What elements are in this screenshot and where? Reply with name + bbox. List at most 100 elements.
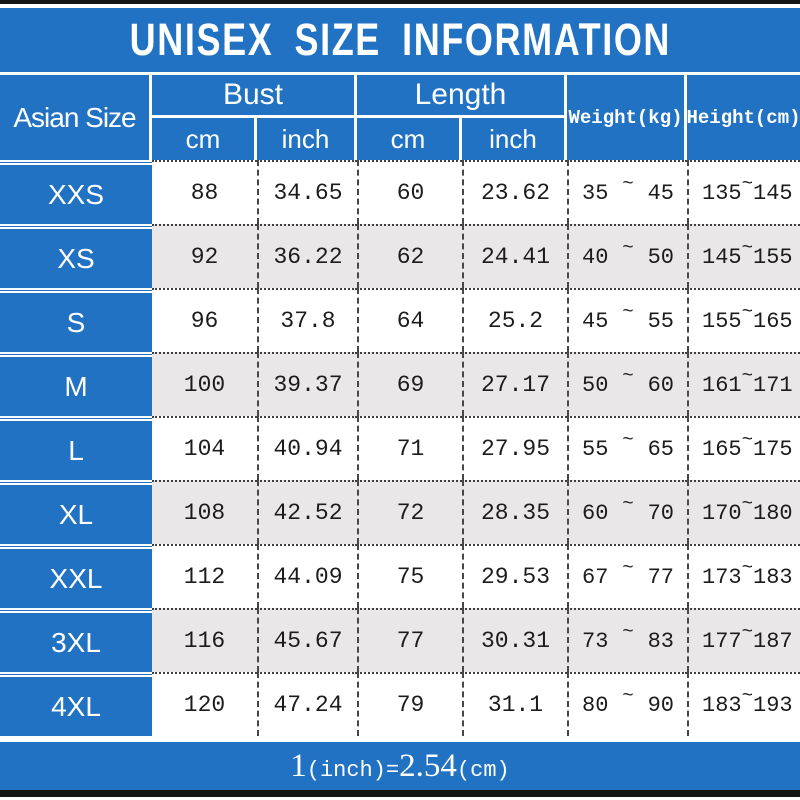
size-label: XXL: [0, 544, 152, 608]
height-min: 170: [702, 500, 742, 526]
footer-band: 1(inch)=2.54(cm): [0, 742, 800, 790]
height-range-cell: 177 ~ 187: [687, 608, 800, 672]
height-range-cell: 170 ~ 180: [687, 480, 800, 544]
height-min: 165: [702, 436, 742, 462]
col-group-length: Length: [357, 75, 567, 118]
length-cm-cell: 71: [357, 416, 462, 480]
note-part: 2.54: [399, 747, 457, 784]
length-inch-cell: 23.62: [462, 160, 567, 224]
length-inch-cell: 31.1: [462, 672, 567, 736]
size-label: 3XL: [0, 608, 152, 672]
range-tilde: ~: [622, 621, 634, 643]
weight-range-cell: 40 ~ 50: [567, 224, 687, 288]
weight-min: 55: [582, 436, 609, 462]
bust-inch-cell: 34.65: [257, 160, 357, 224]
height-min: 177: [702, 628, 742, 654]
height-range-cell: 173 ~ 183: [687, 544, 800, 608]
weight-range-cell: 73 ~ 83: [567, 608, 687, 672]
weight-max: 70: [647, 500, 674, 526]
table-header: Asian Size Bust Length Weight(kg) Height…: [0, 75, 800, 160]
height-min: 183: [702, 692, 742, 718]
size-table: Asian Size Bust Length Weight(kg) Height…: [0, 75, 800, 736]
weight-max: 83: [647, 628, 674, 654]
range-tilde: ~: [622, 365, 634, 387]
bust-inch-cell: 39.37: [257, 352, 357, 416]
table-row: S 96 37.8 64 25.2 45 ~ 55 155 ~ 165: [0, 288, 800, 352]
weight-min: 67: [582, 564, 609, 590]
weight-max: 60: [647, 372, 674, 398]
weight-range-cell: 50 ~ 60: [567, 352, 687, 416]
length-inch-cell: 25.2: [462, 288, 567, 352]
weight-min: 73: [582, 628, 609, 654]
size-label: XL: [0, 480, 152, 544]
note-part: (cm): [456, 757, 510, 783]
height-max: 193: [753, 692, 793, 718]
weight-max: 55: [647, 308, 674, 334]
bust-cm-cell: 96: [152, 288, 257, 352]
subheader-bust-inch: inch: [257, 118, 357, 160]
size-label: L: [0, 416, 152, 480]
height-max: 145: [753, 180, 793, 206]
range-tilde: ~: [622, 685, 634, 707]
weight-max: 50: [647, 244, 674, 270]
table-row: 3XL 116 45.67 77 30.31 73 ~ 83 177 ~ 187: [0, 608, 800, 672]
length-cm-cell: 79: [357, 672, 462, 736]
bust-cm-cell: 112: [152, 544, 257, 608]
table-row: M 100 39.37 69 27.17 50 ~ 60 161 ~ 171: [0, 352, 800, 416]
range-tilde: ~: [622, 301, 634, 323]
table-row: L 104 40.94 71 27.95 55 ~ 65 165 ~ 175: [0, 416, 800, 480]
height-min: 161: [702, 372, 742, 398]
length-inch-cell: 30.31: [462, 608, 567, 672]
weight-min: 50: [582, 372, 609, 398]
table-row: 4XL 120 47.24 79 31.1 80 ~ 90 183 ~ 193: [0, 672, 800, 736]
bust-inch-cell: 37.8: [257, 288, 357, 352]
bottom-border: [0, 790, 800, 797]
bust-inch-cell: 45.67: [257, 608, 357, 672]
height-range-cell: 183 ~ 193: [687, 672, 800, 736]
weight-min: 60: [582, 500, 609, 526]
range-tilde: ~: [741, 429, 754, 451]
height-max: 180: [753, 500, 793, 526]
weight-max: 65: [647, 436, 674, 462]
weight-range-cell: 67 ~ 77: [567, 544, 687, 608]
bust-cm-cell: 88: [152, 160, 257, 224]
length-cm-cell: 69: [357, 352, 462, 416]
bust-cm-cell: 116: [152, 608, 257, 672]
range-tilde: ~: [741, 621, 754, 643]
height-max: 183: [753, 564, 793, 590]
size-label: XS: [0, 224, 152, 288]
size-label: 4XL: [0, 672, 152, 736]
subheader-length-inch: inch: [462, 118, 567, 160]
note-part: (inch)=: [306, 757, 400, 783]
length-cm-cell: 60: [357, 160, 462, 224]
height-min: 135: [702, 180, 742, 206]
range-tilde: ~: [741, 685, 754, 707]
range-tilde: ~: [622, 493, 634, 515]
weight-min: 40: [582, 244, 609, 270]
weight-min: 45: [582, 308, 609, 334]
length-cm-cell: 62: [357, 224, 462, 288]
table-row: XXS 88 34.65 60 23.62 35 ~ 45 135 ~ 145: [0, 160, 800, 224]
range-tilde: ~: [741, 237, 754, 259]
weight-min: 35: [582, 180, 609, 206]
subheader-bust-cm: cm: [152, 118, 257, 160]
height-max: 175: [753, 436, 793, 462]
footer-gap: [0, 736, 800, 742]
bust-inch-cell: 42.52: [257, 480, 357, 544]
bust-cm-cell: 120: [152, 672, 257, 736]
range-tilde: ~: [622, 557, 634, 579]
weight-max: 90: [647, 692, 674, 718]
height-max: 187: [753, 628, 793, 654]
bust-cm-cell: 92: [152, 224, 257, 288]
page-title: UNISEX SIZE INFORMATION: [129, 14, 671, 65]
height-max: 165: [753, 308, 793, 334]
col-group-bust: Bust: [152, 75, 357, 118]
length-inch-cell: 27.95: [462, 416, 567, 480]
length-cm-cell: 72: [357, 480, 462, 544]
range-tilde: ~: [741, 301, 754, 323]
height-range-cell: 135 ~ 145: [687, 160, 800, 224]
col-header-weight: Weight(kg): [567, 75, 687, 160]
col-header-height: Height(cm): [686, 75, 800, 160]
height-range-cell: 161 ~ 171: [687, 352, 800, 416]
height-min: 155: [702, 308, 742, 334]
